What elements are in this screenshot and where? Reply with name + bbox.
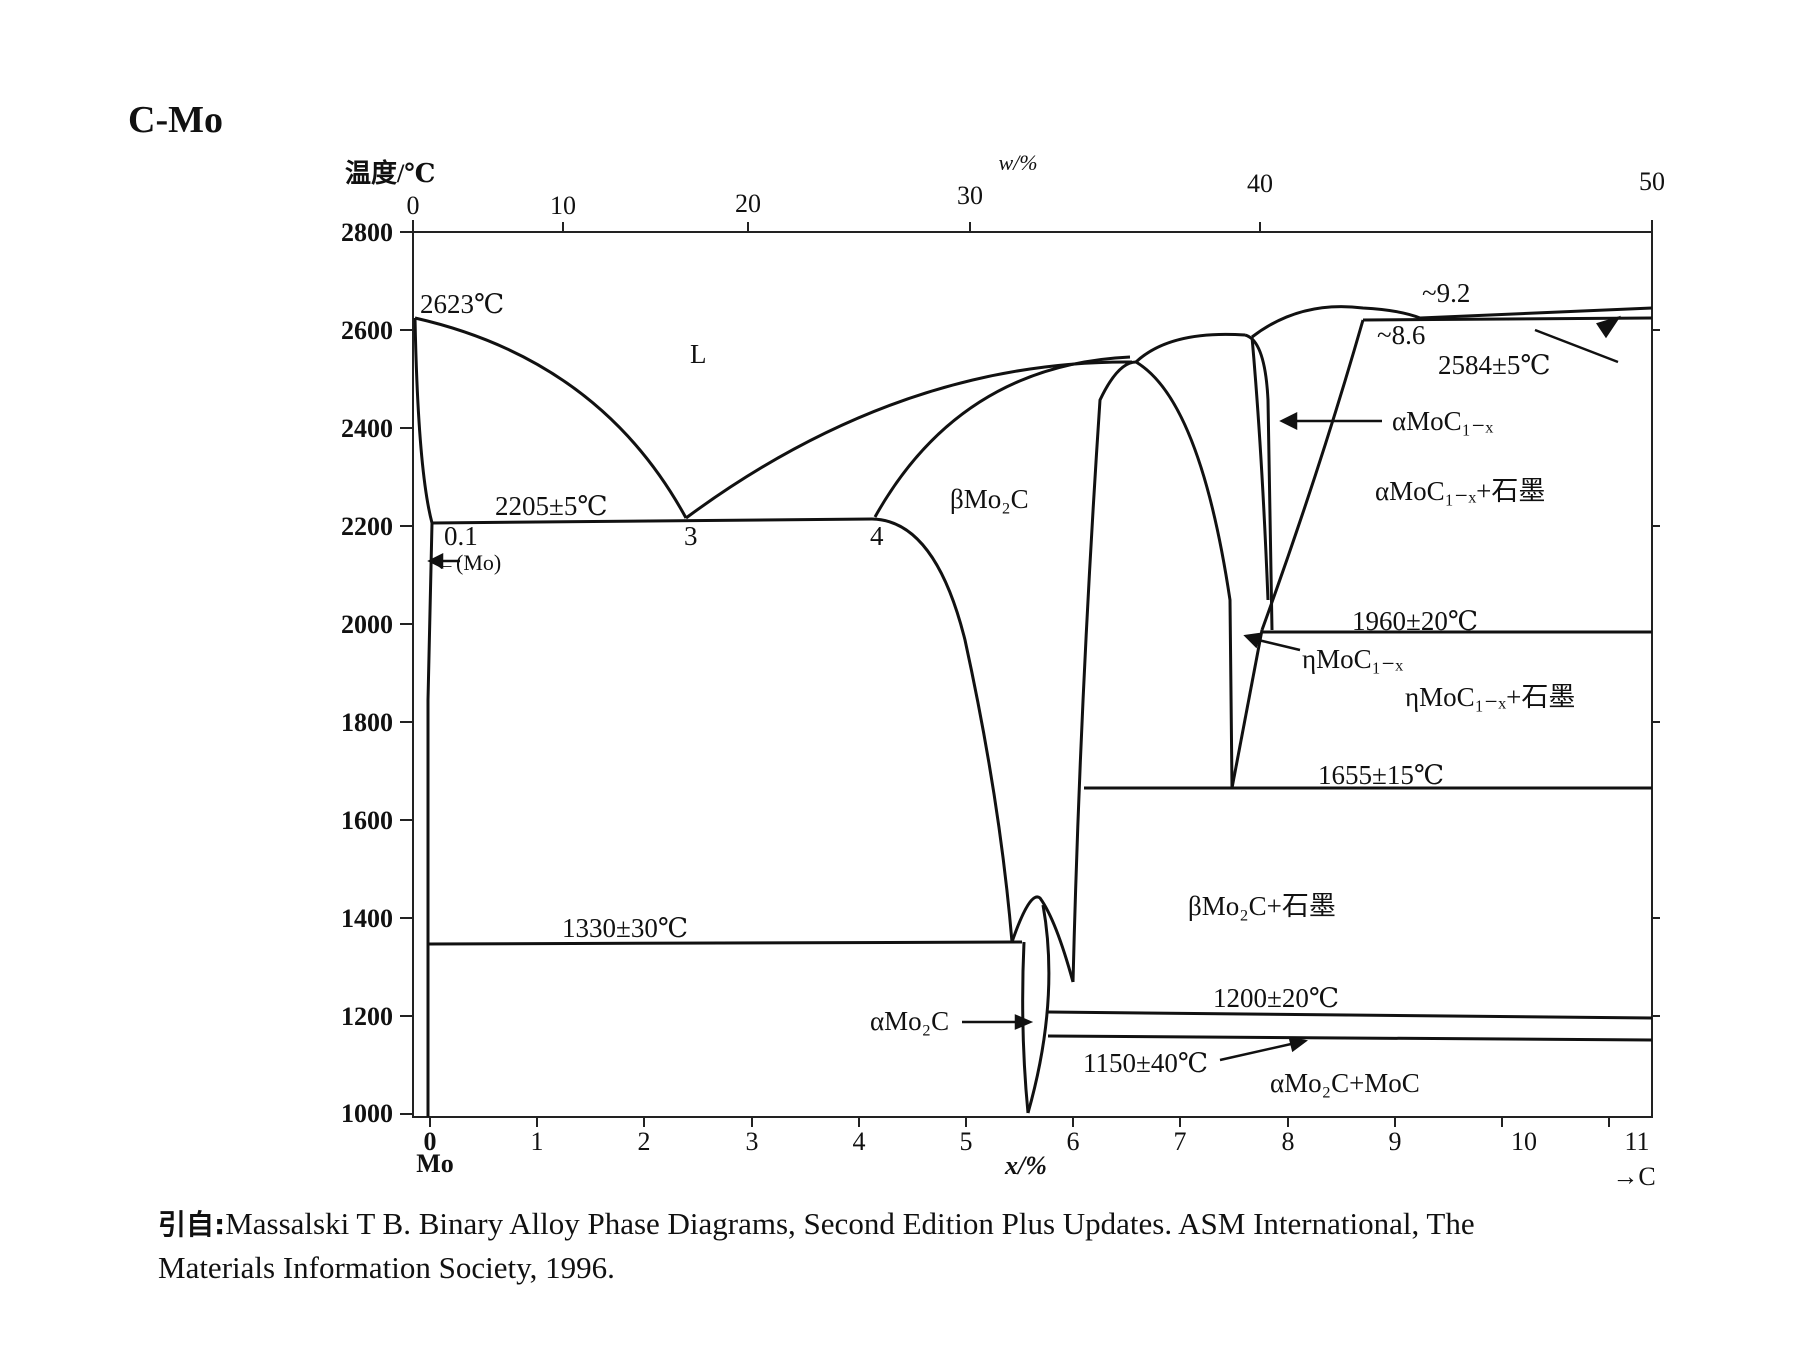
bottom-axis-label: x/% [1004,1151,1047,1180]
bottom-tick-label: 9 [1389,1127,1402,1156]
bottom-tick-label: 1 [531,1127,544,1156]
approx-86-label: ~8.6 [1377,320,1425,350]
eta-right-phase [1230,629,1264,789]
alpha-mo2c-dome [1010,895,1075,983]
y-tick-label: 2600 [341,316,393,345]
source-text-1: Massalski T B. Binary Alloy Phase Diagra… [225,1206,1475,1241]
bottom-tick-label: 7 [1174,1127,1187,1156]
alpha-mo2c-right [1026,904,1051,1114]
y-tick-label: 2400 [341,414,393,443]
y-tick-label: 2000 [341,610,393,639]
eutectic-2205-label: 2205±5℃ [495,491,608,521]
alpha-moc-dome [1251,305,1421,339]
solidus-mo [413,317,434,524]
source-citation-line-2: Materials Information Society, 1996. [158,1250,615,1286]
y-tick-label: 1400 [341,904,393,933]
point-4-label: 4 [870,521,884,551]
eta-left-phase [1244,333,1274,631]
eta-moc-graphite-label: ηMoC₁₋ₓ+石墨 [1405,682,1575,712]
source-prefix: 引自: [158,1208,226,1241]
beta-mo2c-graphite-label: βMo₂C+石墨 [1188,891,1336,921]
eta-dome-right [1135,360,1234,789]
y-tick-label: 2200 [341,512,393,541]
right-element-label: →C [1612,1162,1655,1191]
liquidus-left [414,316,688,519]
liquidus-right-of-eutectic [685,360,1133,520]
temp-1200-label: 1200±20℃ [1213,983,1339,1013]
alpha-moc-label: αMoC₁₋ₓ [1392,406,1493,436]
beta-mo2c-right-boundary [1071,360,1137,983]
mo-solvus [426,522,434,1117]
eta-dome-left [1134,332,1246,364]
bottom-axis-ticks [429,1117,1610,1127]
y-tick-label: 1800 [341,708,393,737]
line-9-2 [1419,306,1653,320]
y-axis-ticks [400,231,1660,1115]
line-1200 [1047,1010,1653,1020]
annotation-arrows [427,315,1621,1062]
temp-2584-label: 2584±5℃ [1438,350,1551,380]
source-text-2: Materials Information Society, 1996. [158,1250,615,1285]
point-3-label: 3 [684,521,698,551]
bottom-tick-labels: 0 1 2 3 4 5 6 7 8 9 10 11 [424,1127,1650,1156]
temp-1655-label: 1655±15℃ [1318,760,1444,790]
page-title: C-Mo [128,99,223,141]
line-8-6 [1362,316,1653,322]
top-axis-label: w/% [998,150,1037,175]
eutectic-line-2205 [431,517,873,525]
alpha-moc-right [1260,319,1365,631]
bottom-tick-label: 6 [1067,1127,1080,1156]
bottom-tick-label: 4 [853,1127,866,1156]
bottom-tick-label: 11 [1624,1127,1649,1156]
eta-moc-label: ηMoC₁₋ₓ [1302,644,1403,674]
beta-mo2c-left-boundary [871,517,1014,943]
temp-1330-label: 1330±30℃ [562,913,688,943]
y-tick-labels: 2800 2600 2400 2200 2000 1800 1600 1400 … [341,218,393,1128]
approx-92-label: ~9.2 [1422,278,1470,308]
alpha-moc-graphite-label: αMoC₁₋ₓ+石墨 [1375,476,1545,506]
mo-phase-label: ←(Mo) [434,550,501,575]
bottom-tick-label: 5 [960,1127,973,1156]
bottom-tick-label: 8 [1282,1127,1295,1156]
temp-1960-label: 1960±20℃ [1352,606,1478,636]
phase-boundaries [413,305,1653,1117]
point-01-label: 0.1 [444,521,478,551]
bottom-tick-label: 0 [424,1127,437,1156]
top-tick-label: 10 [550,191,576,220]
top-tick-label: 0 [407,191,420,220]
alpha-mo2c-label: αMo₂C [870,1006,949,1036]
left-element-label: Mo [416,1149,454,1178]
bottom-tick-label: 2 [638,1127,651,1156]
line-1330 [427,940,1023,946]
liquid-label: L [690,339,707,369]
alpha-moc-left [1250,336,1270,601]
beta-mo2c-label: βMo₂C [950,484,1029,514]
y-tick-label: 2800 [341,218,393,247]
y-tick-label: 1600 [341,806,393,835]
source-citation-line-1: 引自:Massalski T B. Binary Alloy Phase Dia… [158,1203,1475,1243]
plot-frame [412,231,1653,1118]
alpha-mo2c-moc-label: αMo₂C+MoC [1270,1068,1420,1098]
y-tick-label: 1200 [341,1002,393,1031]
top-axis-ticks [412,220,1653,232]
annotation-labels: 2623℃ L 2205±5℃ 0.1 3 4 ←(Mo) βMo₂C ~9.2… [420,278,1575,1098]
top-tick-labels: 0 10 20 30 40 50 [407,167,1666,220]
beta-mo2c-left-liquidus [873,355,1131,518]
temp-1150-label: 1150±40℃ [1083,1048,1208,1078]
top-tick-label: 20 [735,189,761,218]
alpha-mo2c-left [1021,941,1030,1114]
y-axis-label: 温度/℃ [345,158,435,188]
y-tick-label: 1000 [341,1099,393,1128]
top-tick-label: 40 [1247,169,1273,198]
top-tick-label: 30 [957,181,983,210]
line-1150 [1047,1034,1653,1042]
mo-melting-label: 2623℃ [420,289,504,319]
bottom-tick-label: 3 [746,1127,759,1156]
top-tick-label: 50 [1639,167,1665,196]
bottom-tick-label: 10 [1511,1127,1537,1156]
